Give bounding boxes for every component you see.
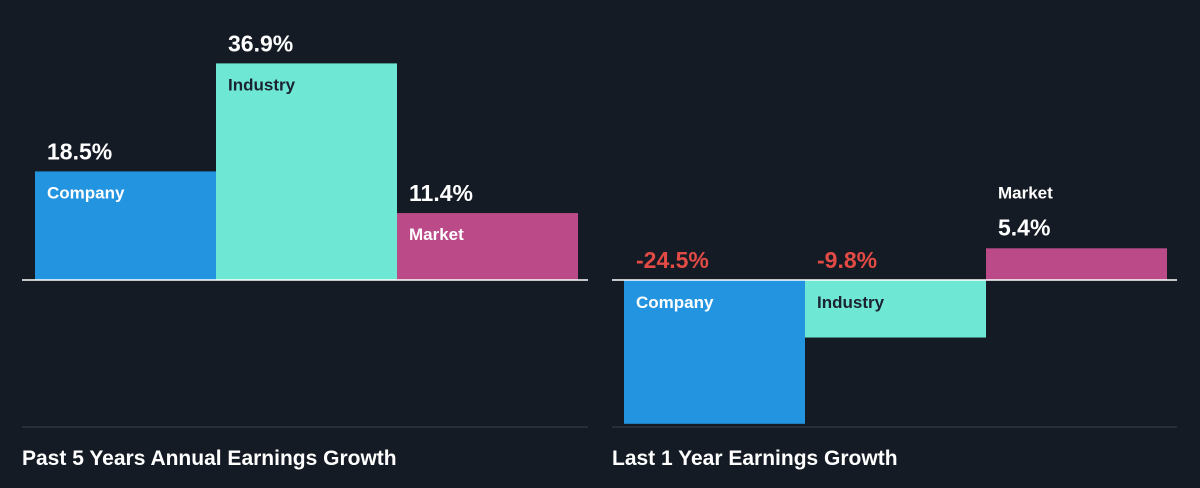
value-label-5yr-market: 11.4%: [409, 180, 473, 206]
panel-5yr-title: Past 5 Years Annual Earnings Growth: [22, 447, 397, 470]
category-label-1yr-company: Company: [636, 293, 714, 312]
bar-1yr-market: [986, 248, 1167, 280]
bar-5yr-market: [397, 213, 578, 280]
value-label-5yr-industry: 36.9%: [228, 30, 293, 56]
bar-5yr-industry: [216, 63, 397, 280]
panel-5yr-bars: [35, 63, 578, 280]
value-label-1yr-market: 5.4%: [998, 214, 1050, 240]
bar-5yr-company: [35, 171, 216, 280]
value-label-1yr-company: -24.5%: [636, 247, 709, 273]
category-label-5yr-market: Market: [409, 225, 464, 244]
bar-1yr-industry: [805, 280, 986, 338]
value-label-5yr-company: 18.5%: [47, 138, 112, 164]
panel-1yr-labels: Company -24.5% Industry -9.8% Market 5.4%: [636, 183, 1053, 312]
panel-1yr-bars: [624, 248, 1167, 424]
bar-1yr-company: [624, 280, 805, 424]
category-label-1yr-industry: Industry: [817, 293, 885, 312]
panel-1yr-title: Last 1 Year Earnings Growth: [612, 447, 898, 470]
value-label-1yr-industry: -9.8%: [817, 247, 877, 273]
category-label-5yr-company: Company: [47, 183, 125, 202]
panel-5yr: Company 18.5% Industry 36.9% Market 11.4% Pas…: [22, 30, 588, 470]
category-label-5yr-industry: Industry: [228, 75, 296, 94]
panel-1yr: Company -24.5% Industry -9.8% Market 5.4% Las…: [612, 183, 1177, 470]
panel-5yr-labels: Company 18.5% Industry 36.9% Market 11.4%: [47, 30, 473, 244]
category-label-1yr-market: Market: [998, 183, 1053, 202]
